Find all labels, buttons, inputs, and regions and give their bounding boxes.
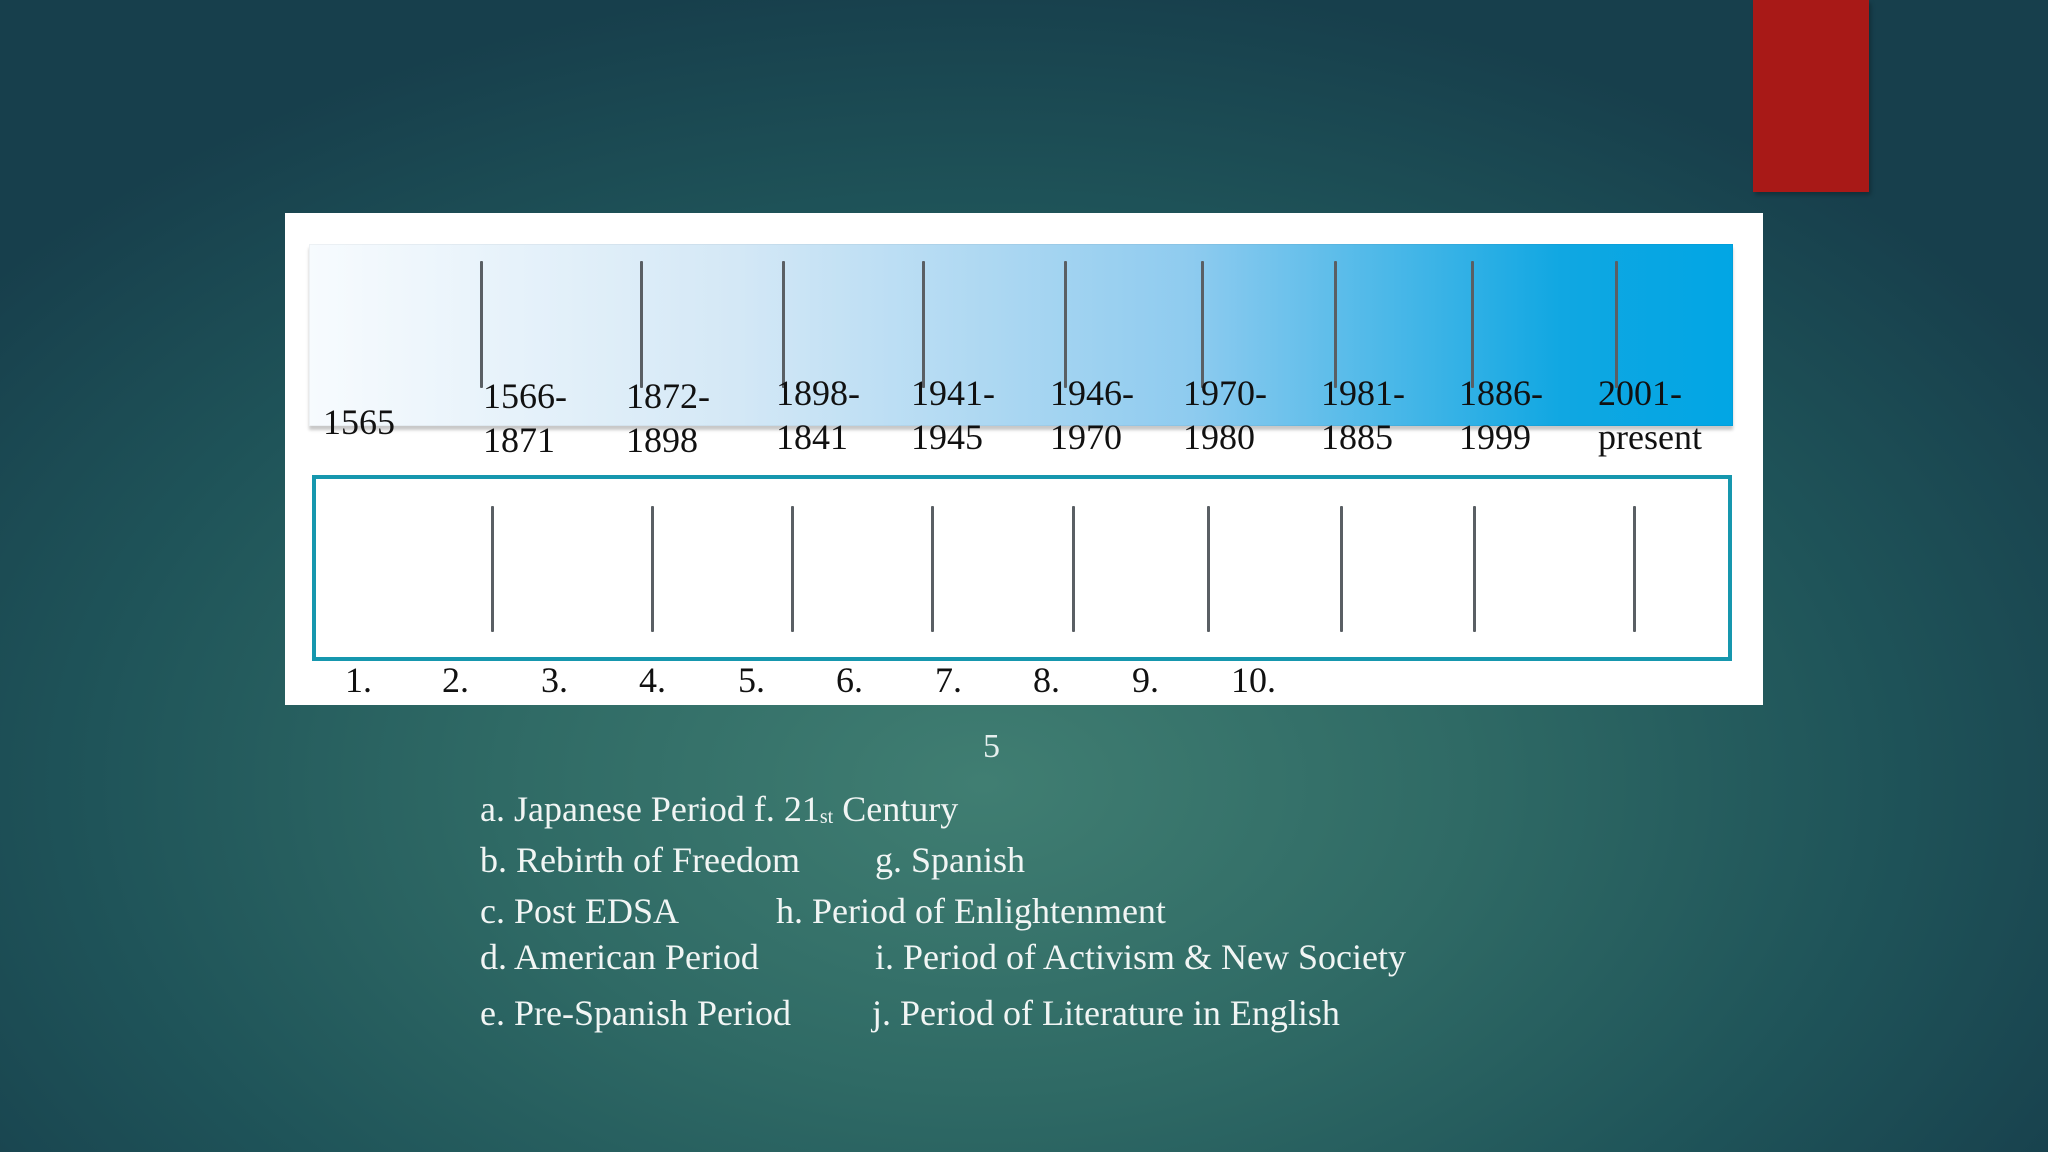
answer-tick — [1072, 506, 1075, 632]
timeline-tick — [1334, 261, 1337, 388]
answer-tick — [1473, 506, 1476, 632]
answer-number: 5. — [738, 660, 765, 700]
answer-number: 7. — [935, 660, 962, 700]
option-j: j. Period of Literature in English — [872, 993, 1340, 1033]
timeline-tick — [640, 261, 643, 388]
option-a-superscript: st — [819, 806, 834, 828]
timeline-tick — [1064, 261, 1067, 388]
answer-number: 2. — [442, 660, 469, 700]
timeline-tick — [1615, 261, 1618, 388]
answer-tick — [1340, 506, 1343, 632]
option-g: g. Spanish — [875, 840, 1026, 880]
answer-tick — [491, 506, 494, 632]
year-label: 1565 — [323, 402, 395, 442]
answer-tick — [931, 506, 934, 632]
year-label: 1941- 1945 — [911, 373, 995, 457]
year-label: 1898- 1841 — [776, 373, 860, 457]
timeline-tick — [1201, 261, 1204, 388]
timeline-tick — [1471, 261, 1474, 388]
answer-number: 1. — [345, 660, 372, 700]
answer-tick — [651, 506, 654, 632]
timeline-panel: 1565 1566- 1871 1872- 1898 1898- 1841 1941-… — [285, 213, 1763, 705]
timeline-tick — [782, 261, 785, 388]
answer-number: 9. — [1132, 660, 1159, 700]
option-a-text: a. Japanese Period f. 21 — [480, 789, 820, 829]
year-label: 1566- 1871 — [483, 376, 567, 460]
timeline-band — [309, 244, 1733, 426]
answer-number: 8. — [1033, 660, 1060, 700]
red-accent-bar — [1753, 0, 1869, 192]
year-label: 1946- 1970 — [1050, 373, 1134, 457]
answer-number: 6. — [836, 660, 863, 700]
answer-tick — [1633, 506, 1636, 632]
option-d: d. American Period — [480, 937, 759, 977]
year-label: 1981- 1885 — [1321, 373, 1405, 457]
answer-tick — [791, 506, 794, 632]
year-label: 2001- present — [1598, 373, 1702, 457]
timeline-tick — [480, 261, 483, 388]
option-a-after: Century — [833, 789, 959, 829]
answer-number: 4. — [639, 660, 666, 700]
option-b: b. Rebirth of Freedom — [480, 840, 800, 880]
year-label: 1872- 1898 — [626, 376, 710, 460]
year-label: 1886- 1999 — [1459, 373, 1543, 457]
option-a: a. Japanese Period f. 21st Century — [480, 787, 958, 839]
answer-number: 10. — [1231, 660, 1276, 700]
page-number: 5 — [983, 728, 1000, 765]
option-h: h. Period of Enlightenment — [776, 891, 1166, 931]
answer-number: 3. — [541, 660, 568, 700]
option-i: i. Period of Activism & New Society — [875, 937, 1406, 977]
year-label: 1970- 1980 — [1183, 373, 1267, 457]
option-c: c. Post EDSA — [480, 891, 680, 931]
timeline-tick — [922, 261, 925, 388]
answer-box — [312, 475, 1732, 661]
option-e: e. Pre-Spanish Period — [480, 993, 791, 1033]
answer-tick — [1207, 506, 1210, 632]
